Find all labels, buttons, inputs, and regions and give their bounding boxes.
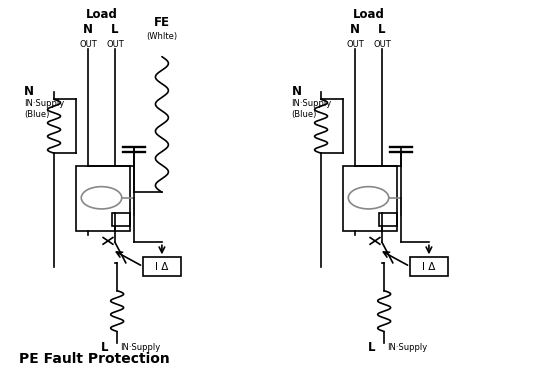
Bar [410,257,448,276]
Text: L: L [368,341,376,354]
Bar [379,213,397,226]
Text: I Δ: I Δ [422,262,435,271]
Text: IN·Supply: IN·Supply [120,343,161,352]
Bar [143,257,181,276]
Text: Load: Load [353,8,384,21]
Text: N: N [83,23,93,36]
Text: I Δ: I Δ [155,262,168,271]
Text: (Blue): (Blue) [292,110,317,119]
Text: OUT: OUT [79,40,97,49]
Text: IN·Supply: IN·Supply [25,99,65,108]
Bar [76,166,130,231]
Text: L: L [101,341,108,354]
Text: OUT: OUT [346,40,364,49]
Text: PE Fault Protection: PE Fault Protection [19,352,169,366]
Text: OUT: OUT [373,40,391,49]
Bar [112,213,130,226]
Text: (WhIte): (WhIte) [147,32,178,41]
Bar [343,166,397,231]
Text: N: N [25,86,34,98]
Text: (Blue): (Blue) [25,110,50,119]
Text: IN·Supply: IN·Supply [292,99,331,108]
Text: IN·Supply: IN·Supply [387,343,428,352]
Text: N: N [350,23,360,36]
Text: OUT: OUT [106,40,124,49]
Text: L: L [111,23,119,36]
Text: FE: FE [154,16,170,29]
Text: Load: Load [86,8,117,21]
Text: N: N [292,86,301,98]
Text: L: L [378,23,386,36]
